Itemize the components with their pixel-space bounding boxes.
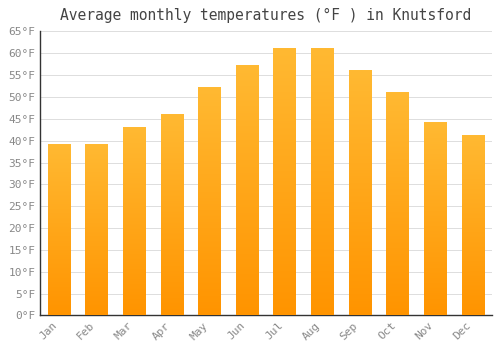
Title: Average monthly temperatures (°F ) in Knutsford: Average monthly temperatures (°F ) in Kn… — [60, 8, 472, 23]
